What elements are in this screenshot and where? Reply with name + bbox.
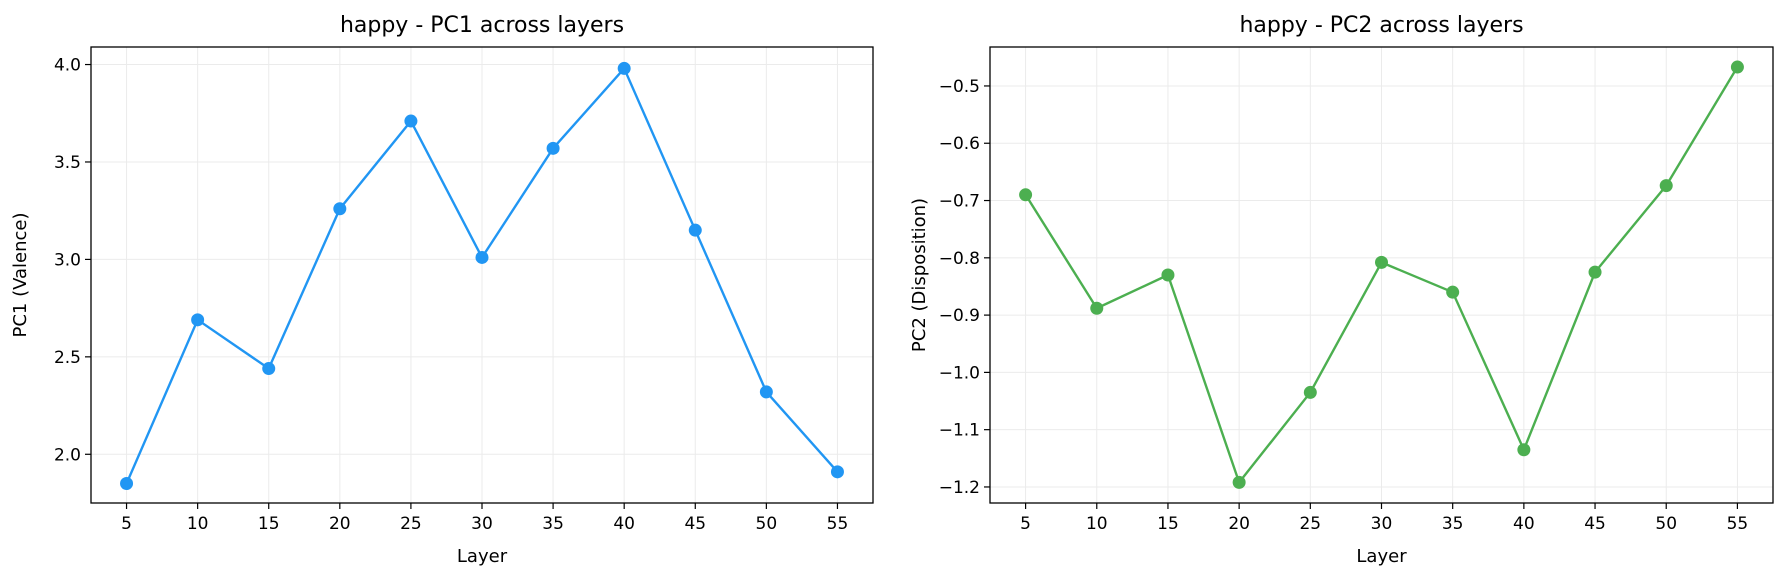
data-point	[1161, 268, 1175, 282]
y-tick-label: −1.2	[939, 478, 980, 498]
x-tick-label: 45	[684, 514, 706, 534]
x-tick-label: 50	[1655, 514, 1677, 534]
data-point	[1659, 179, 1673, 193]
x-tick-label: 40	[613, 514, 635, 534]
x-tick-label: 45	[1584, 514, 1606, 534]
data-point	[120, 477, 134, 491]
data-point	[1446, 285, 1460, 299]
y-tick-label: 4.0	[54, 56, 81, 76]
chart-pc1: 5 10 15 20 25 30 35 40 45 50 55 2.0 2.5 3.0 3.5 4.0 happ…	[10, 13, 874, 567]
plot-frame	[90, 46, 874, 504]
data-point	[191, 313, 205, 327]
x-tick-label: 30	[471, 514, 493, 534]
data-point	[688, 223, 702, 237]
y-tick-label: −0.7	[939, 192, 980, 212]
data-point	[617, 61, 631, 75]
data-point	[1019, 188, 1033, 202]
y-tick-label: 2.0	[54, 445, 81, 465]
data-point	[1375, 255, 1388, 269]
x-tick-label: 5	[121, 514, 132, 534]
chart-title: happy - PC1 across layers	[340, 13, 624, 38]
x-tick-label: 10	[1086, 514, 1108, 534]
data-point	[1090, 301, 1104, 315]
x-tick-label: 25	[1299, 514, 1321, 534]
y-tick-label: 3.0	[54, 250, 81, 270]
x-axis-label: Layer	[457, 546, 508, 567]
x-tick-label: 30	[1371, 514, 1393, 534]
y-tick-label: −0.9	[939, 306, 980, 326]
data-point	[475, 250, 489, 264]
x-tick-label: 50	[756, 514, 778, 534]
data-point	[333, 202, 347, 216]
x-tick-label: 25	[400, 514, 422, 534]
x-tick-label: 35	[542, 514, 564, 534]
x-tick-label: 40	[1513, 514, 1535, 534]
y-tick-label: −0.5	[939, 77, 980, 97]
plot-frame	[989, 46, 1774, 504]
x-tick-label: 55	[827, 514, 849, 534]
x-axis-label: Layer	[1356, 546, 1407, 567]
y-axis-label: PC1 (Valence)	[10, 212, 31, 337]
y-tick-label: 2.5	[54, 348, 81, 368]
data-point	[404, 114, 418, 128]
data-point	[830, 465, 844, 479]
x-tick-label: 35	[1442, 514, 1464, 534]
chart-title: happy - PC2 across layers	[1239, 13, 1523, 38]
data-point	[1588, 265, 1602, 279]
data-point	[1232, 475, 1246, 489]
x-tick-label: 20	[329, 514, 351, 534]
x-tick-label: 55	[1727, 514, 1749, 534]
y-tick-label: −0.6	[939, 134, 980, 154]
data-point	[262, 362, 276, 376]
x-tick-label: 15	[258, 514, 280, 534]
y-tick-label: −1.1	[939, 421, 980, 441]
data-point	[1730, 60, 1744, 74]
data-point	[546, 141, 560, 155]
data-point	[759, 385, 773, 399]
x-tick-label: 15	[1157, 514, 1179, 534]
x-tick-label: 20	[1228, 514, 1250, 534]
data-point	[1303, 385, 1317, 399]
x-tick-label: 10	[187, 514, 209, 534]
y-axis-label: PC2 (Disposition)	[909, 198, 930, 352]
chart-pc2: 5 10 15 20 25 30 35 40 45 50 55 −1.2 −1.1 −1.0 −0.9 −0.…	[909, 13, 1774, 567]
data-point	[1517, 443, 1531, 457]
y-tick-label: −1.0	[939, 363, 980, 383]
y-tick-label: −0.8	[939, 249, 980, 269]
y-tick-label: 3.5	[54, 153, 81, 173]
x-tick-label: 5	[1020, 514, 1031, 534]
